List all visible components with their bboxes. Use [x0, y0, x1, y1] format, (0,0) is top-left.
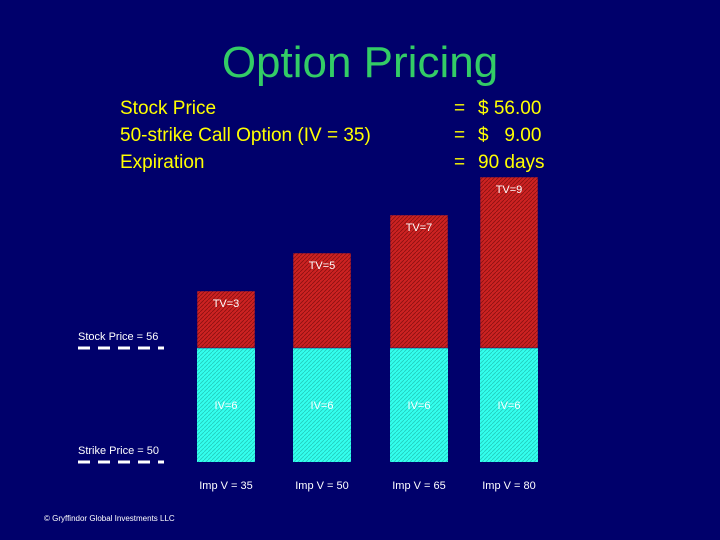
bar-tv-segment — [389, 214, 449, 349]
bar-tv-label: TV=5 — [309, 260, 336, 272]
bar-tv-label: TV=7 — [406, 222, 433, 234]
bar-tv-segment — [479, 176, 539, 349]
bar-iv-label: IV=6 — [408, 400, 431, 412]
param-row-call-option: 50-strike Call Option (IV = 35) = $ 9.00 — [120, 125, 580, 152]
copyright-notice: © Gryffindor Global Investments LLC — [44, 514, 175, 523]
reference-line-label: Stock Price = 56 — [78, 331, 158, 343]
param-row-expiration: Expiration = 90 days — [120, 152, 580, 179]
x-tick-label: Imp V = 65 — [392, 480, 446, 492]
x-tick-label: Imp V = 35 — [199, 480, 253, 492]
bar-iv-label: IV=6 — [215, 400, 238, 412]
bar-iv-label: IV=6 — [311, 400, 334, 412]
page-title: Option Pricing — [221, 38, 499, 87]
param-label: Expiration — [120, 152, 205, 173]
parameters-table: Stock Price = $ 56.00 50-strike Call Opt… — [120, 98, 580, 179]
bar-iv-segment — [480, 348, 538, 462]
bar-tv-label: TV=3 — [213, 298, 240, 310]
param-label: 50-strike Call Option (IV = 35) — [120, 125, 371, 146]
param-value: $ 9.00 — [478, 125, 542, 146]
bar-tv-segment — [196, 290, 256, 349]
bar-tv-label: TV=9 — [496, 184, 523, 196]
equals-sign: = — [454, 125, 466, 146]
equals-sign: = — [454, 152, 466, 173]
param-row-stock-price: Stock Price = $ 56.00 — [120, 98, 580, 125]
param-label: Stock Price — [120, 98, 217, 119]
x-tick-label: Imp V = 50 — [295, 480, 349, 492]
bar-iv-segment — [293, 348, 351, 462]
bar-iv-segment — [390, 348, 448, 462]
bar-iv-label: IV=6 — [498, 400, 521, 412]
param-value: 90 days — [478, 152, 545, 173]
equals-sign: = — [454, 98, 466, 119]
bar-tv-segment — [292, 252, 352, 349]
reference-line-label: Strike Price = 50 — [78, 445, 159, 457]
bar-iv-segment — [197, 348, 255, 462]
x-tick-label: Imp V = 80 — [482, 480, 536, 492]
param-value: $ 56.00 — [478, 98, 542, 119]
